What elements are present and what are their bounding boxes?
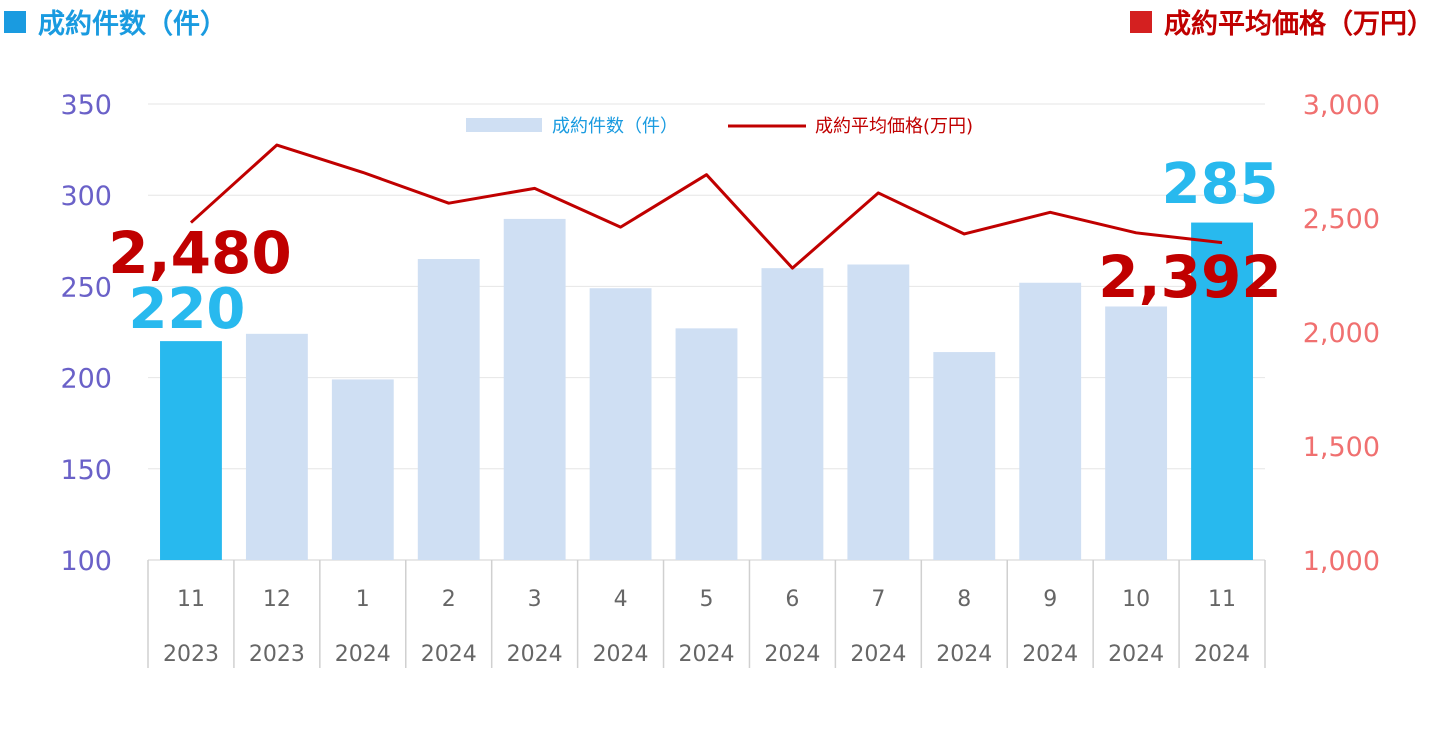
- category-month-label: 10: [1122, 587, 1150, 612]
- category-year-label: 2024: [421, 642, 477, 667]
- bar-0: [160, 341, 222, 560]
- left-tick-label: 200: [60, 364, 112, 395]
- bar-last-value-label: 285: [1162, 152, 1279, 217]
- line-first-value-label: 2,480: [108, 219, 291, 287]
- category-month-label: 3: [528, 587, 542, 612]
- category-month-label: 9: [1043, 587, 1057, 612]
- bar-7: [761, 268, 824, 560]
- bar-11: [1105, 306, 1168, 560]
- left-tick-label: 350: [60, 90, 112, 121]
- right-axis-header-label: 成約平均価格（万円）: [1164, 9, 1434, 40]
- category-year-label: 2024: [335, 642, 391, 667]
- legend-bar-label: 成約件数（件）: [552, 116, 678, 137]
- bar-series: [160, 218, 1253, 561]
- category-axis: 11 2023 12 2023 1 2024 2 2024 3 2024 4 2024 5 2024 6 20…: [147, 560, 1266, 668]
- bar-4: [503, 218, 566, 561]
- left-axis-header-label: 成約件数（件）: [38, 9, 227, 40]
- category-year-label: 2024: [936, 642, 992, 667]
- category-month-label: 8: [957, 587, 971, 612]
- bar-first-value-label: 220: [129, 277, 246, 342]
- bar-8: [847, 264, 910, 560]
- category-month-label: 11: [177, 587, 205, 612]
- legend-line-label: 成約平均価格(万円): [815, 116, 973, 137]
- category-month-label: 7: [871, 587, 885, 612]
- category-year-label: 2023: [163, 642, 219, 667]
- bar-2: [331, 379, 394, 560]
- category-month-label: 1: [356, 587, 370, 612]
- line-series: [189, 143, 1223, 270]
- bar-10: [1019, 282, 1082, 560]
- category-year-label: 2024: [679, 642, 735, 667]
- left-tick-label: 300: [60, 181, 112, 212]
- right-tick-label: 2,500: [1303, 204, 1380, 235]
- category-month-label: 11: [1208, 587, 1236, 612]
- category-year-label: 2023: [249, 642, 305, 667]
- bar-5: [589, 288, 652, 560]
- category-year-label: 2024: [1108, 642, 1164, 667]
- right-tick-label: 2,000: [1303, 318, 1380, 349]
- bar-12: [1191, 222, 1253, 560]
- legend: 成約件数（件） 成約平均価格(万円): [466, 116, 973, 137]
- line-legend-square-icon: [1130, 10, 1152, 33]
- category-year-label: 2024: [1194, 642, 1250, 667]
- bar-3: [417, 259, 480, 560]
- category-month-label: 12: [263, 587, 291, 612]
- category-month-label: 4: [614, 587, 628, 612]
- category-month-label: 6: [785, 587, 799, 612]
- category-month-label: 5: [700, 587, 714, 612]
- left-axis-ticks: 350 300 250 200 150 100: [60, 90, 112, 577]
- right-axis-header: 成約平均価格（万円）: [1130, 2, 1434, 41]
- left-axis-header: 成約件数（件）: [4, 2, 227, 41]
- bar-1: [245, 333, 308, 560]
- right-tick-label: 1,500: [1303, 432, 1380, 463]
- right-axis-ticks: 3,000 2,500 2,000 1,500 1,000: [1303, 90, 1380, 577]
- bar-9: [933, 352, 996, 560]
- line-last-value-label: 2,392: [1098, 243, 1281, 311]
- category-year-label: 2024: [593, 642, 649, 667]
- left-tick-label: 150: [60, 455, 112, 486]
- category-year-label: 2024: [764, 642, 820, 667]
- left-tick-label: 250: [60, 272, 112, 303]
- category-month-label: 2: [442, 587, 456, 612]
- right-tick-label: 1,000: [1303, 546, 1380, 577]
- category-year-label: 2024: [507, 642, 563, 667]
- legend-bar-swatch: [466, 118, 542, 132]
- category-year-label: 2024: [850, 642, 906, 667]
- left-tick-label: 100: [60, 546, 112, 577]
- price-line: [189, 143, 1223, 270]
- bar-6: [675, 328, 738, 560]
- category-year-label: 2024: [1022, 642, 1078, 667]
- right-tick-label: 3,000: [1303, 90, 1380, 121]
- bar-legend-square-icon: [4, 10, 26, 33]
